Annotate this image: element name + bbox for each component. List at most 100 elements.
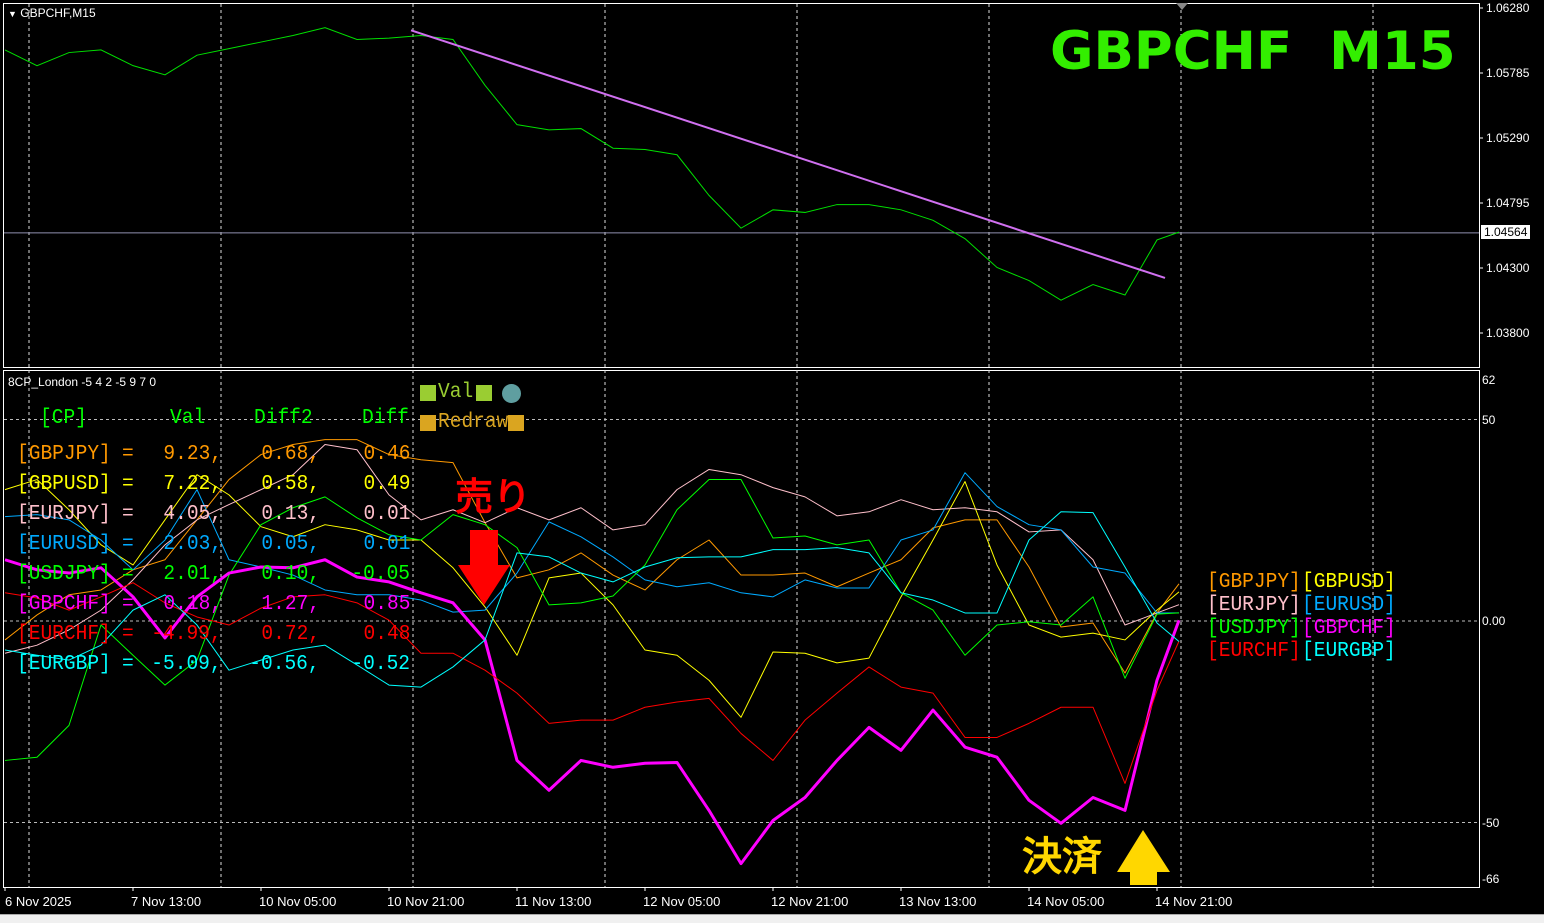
series-line-gbpusd <box>4 474 1180 718</box>
price-line <box>4 27 1180 301</box>
time-tick-label: 6 Nov 2025 <box>5 894 72 909</box>
price-panel-frame <box>3 3 1480 368</box>
row-diff: -0.52 <box>351 653 410 676</box>
horizontal-gridlines <box>4 232 1479 823</box>
end-label-eurgbp: [EURGBP] <box>1302 640 1396 663</box>
row-diff: 0.85 <box>363 593 410 616</box>
series-line-gbpjpy <box>4 439 1180 674</box>
series-line-usdjpy <box>4 479 1180 761</box>
row-pair: [GBPUSD] <box>17 473 111 496</box>
end-label-gbpusd: [GBPUSD] <box>1302 571 1396 594</box>
end-label-gbpchf: [GBPCHF] <box>1302 617 1396 640</box>
end-label-eurusd: [EURUSD] <box>1302 594 1396 617</box>
row-pair: [EURJPY] <box>17 503 111 526</box>
time-tick-label: 10 Nov 21:00 <box>387 894 464 909</box>
time-tick-label: 13 Nov 13:00 <box>899 894 976 909</box>
row-val: 9.23, <box>163 443 222 466</box>
time-tick-label: 12 Nov 21:00 <box>771 894 848 909</box>
indicator-panel-frame <box>3 370 1480 888</box>
status-circle-icon[interactable] <box>502 384 521 403</box>
current-price-label: 1.04564 <box>1481 225 1531 239</box>
price-tick-label: 1.06280 <box>1486 1 1530 15</box>
indicator-title: 8CP_London -5 4 2 -5 9 7 0 <box>8 375 157 389</box>
time-tick-label: 11 Nov 13:00 <box>515 894 591 909</box>
price-tick-label: 1.03800 <box>1486 326 1530 340</box>
row-diff2: 0.13, <box>261 503 320 526</box>
indicator-tick-label: -50 <box>1482 816 1500 830</box>
row-eq: = <box>122 653 134 676</box>
indicator-tick-label: 0.00 <box>1482 614 1506 628</box>
row-pair: [EURGBP] <box>17 653 111 676</box>
row-diff2: 0.58, <box>261 473 320 496</box>
row-pair: [EURCHF] <box>17 623 111 646</box>
row-diff: 0.48 <box>363 623 410 646</box>
val-button-right[interactable] <box>476 385 492 401</box>
price-tick-label: 1.04795 <box>1486 196 1530 210</box>
trendline[interactable] <box>410 29 1166 279</box>
axis-layer: 1.06280 1.05785 1.05290 1.04795 1.04300 1.038… <box>4 1 1530 909</box>
row-diff2: 0.72, <box>261 623 320 646</box>
redraw-button-left[interactable] <box>420 415 436 431</box>
row-eq: = <box>122 593 134 616</box>
row-val: 7.22, <box>163 473 222 496</box>
row-diff2: 0.10, <box>261 563 320 586</box>
window-title[interactable]: ▼ GBPCHF,M15 <box>8 6 96 20</box>
row-val: 4.05, <box>163 503 222 526</box>
row-eq: = <box>122 473 134 496</box>
row-diff2: -0.56, <box>249 653 320 676</box>
row-diff: 0.01 <box>363 533 410 556</box>
row-diff: 0.46 <box>363 443 410 466</box>
symbol-timeframe-label: GBPCHF,M15 <box>20 6 96 20</box>
row-diff2: 0.05, <box>261 533 320 556</box>
row-eq: = <box>122 533 134 556</box>
time-tick-label: 12 Nov 05:00 <box>643 894 720 909</box>
row-val: 2.01, <box>163 563 222 586</box>
val-button[interactable]: Val <box>438 381 474 404</box>
indicator-tick-label: 62 <box>1482 373 1496 387</box>
indicator-tick-label: -66 <box>1482 872 1500 886</box>
row-eq: = <box>122 443 134 466</box>
close-annotation: 決済 <box>1022 834 1102 880</box>
time-tick-label: 10 Nov 05:00 <box>259 894 336 909</box>
row-eq: = <box>122 623 134 646</box>
row-val: -5.09, <box>151 653 222 676</box>
sell-annotation: 売り <box>455 475 532 519</box>
table-header-diff: Diff <box>362 407 409 430</box>
end-label-eurjpy: [EURJPY] <box>1207 594 1301 617</box>
redraw-button[interactable]: Redraw <box>438 411 509 434</box>
val-button-left[interactable] <box>420 385 436 401</box>
end-label-gbpjpy: [GBPJPY] <box>1207 571 1301 594</box>
table-header-val: Val <box>170 407 206 430</box>
table-header-cp: [CP] <box>40 407 87 430</box>
row-val: 0.18, <box>163 593 222 616</box>
price-series-layer <box>4 27 1180 301</box>
row-eq: = <box>122 503 134 526</box>
series-line-eurchf <box>4 582 1180 784</box>
time-tick-label: 7 Nov 13:00 <box>131 894 201 909</box>
row-val: -4.99, <box>151 623 222 646</box>
close-arrow-up-icon <box>1117 830 1170 885</box>
row-val: 2.03, <box>163 533 222 556</box>
row-diff2: 1.27, <box>261 593 320 616</box>
series-line-gbpchf <box>4 558 1181 866</box>
row-pair: [GBPJPY] <box>17 443 111 466</box>
indicator-tick-label: 50 <box>1482 413 1496 427</box>
row-pair: [GBPCHF] <box>17 593 111 616</box>
row-eq: = <box>122 563 134 586</box>
table-header-diff2: Diff2 <box>254 407 313 430</box>
row-pair: [USDJPY] <box>17 563 111 586</box>
time-tick-label: 14 Nov 05:00 <box>1027 894 1104 909</box>
collapse-triangle-icon[interactable]: ▼ <box>8 9 17 19</box>
row-diff: 0.01 <box>363 503 410 526</box>
time-tick-label: 14 Nov 21:00 <box>1155 894 1232 909</box>
row-diff2: 0.68, <box>261 443 320 466</box>
redraw-button-right[interactable] <box>508 415 524 431</box>
symbol-watermark: GBPCHF M15 <box>1050 21 1456 82</box>
series-line-eurusd <box>4 472 1180 614</box>
series-line-eurjpy <box>4 443 1180 654</box>
price-tick-label: 1.04300 <box>1486 261 1530 275</box>
chart-shift-marker-icon[interactable] <box>1176 3 1188 10</box>
price-tick-label: 1.05290 <box>1486 131 1530 145</box>
row-diff: -0.05 <box>351 563 410 586</box>
